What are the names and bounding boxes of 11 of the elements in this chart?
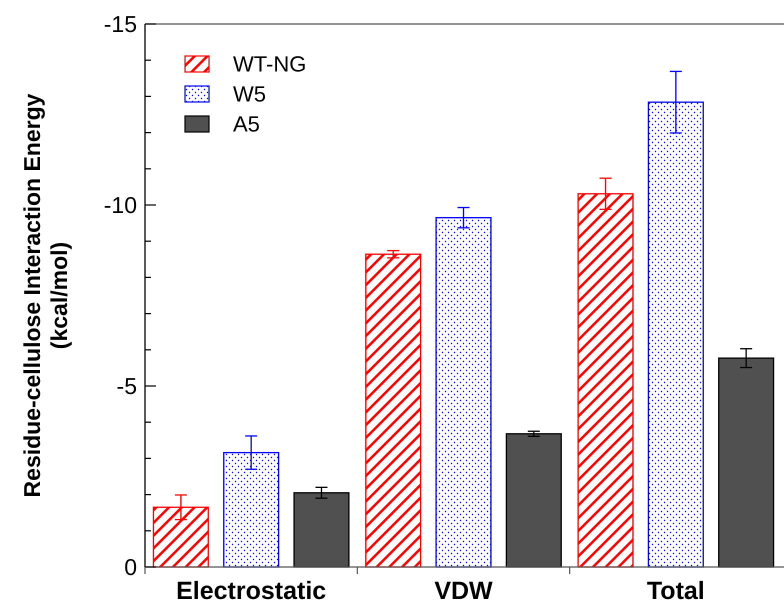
legend-label: A5: [233, 112, 260, 137]
y-tick-label: -15: [104, 11, 137, 38]
y-axis-title: Residue-cellulose Interaction Energy (kcal/mol): [19, 93, 72, 498]
y-tick-label: -5: [116, 373, 137, 400]
y-tick-label: 0: [124, 554, 137, 580]
legend-label: W5: [233, 82, 266, 107]
y-tick-label: -10: [104, 192, 137, 218]
legend-label: WT-NG: [233, 52, 306, 77]
x-tick-label: Electrostatic: [176, 577, 326, 605]
x-tick-label: VDW: [434, 577, 494, 605]
x-tick-label: Total: [646, 577, 705, 605]
